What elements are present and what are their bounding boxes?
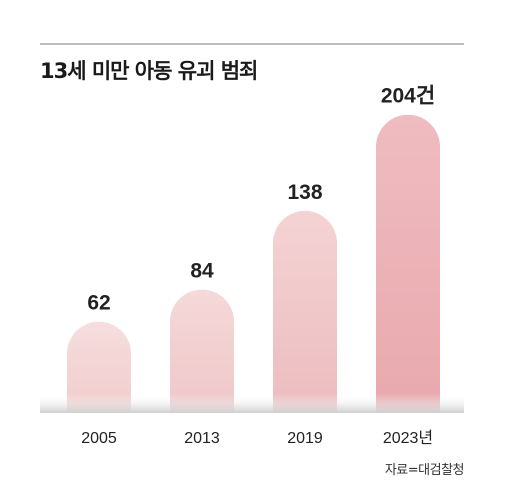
category-label-3: 2023년 xyxy=(383,429,433,447)
category-label-2: 2019 xyxy=(287,430,323,447)
top-rule xyxy=(40,43,464,45)
value-label-0: 62 xyxy=(87,292,110,315)
value-label-3: 204건 xyxy=(381,85,435,108)
bar-0 xyxy=(67,321,131,412)
source-note: 자료=대검찰청 xyxy=(384,463,465,478)
value-label-1: 84 xyxy=(190,260,214,283)
baseline-shadow xyxy=(40,394,464,413)
chart-title: 13세 미만 아동 유괴 범죄 xyxy=(40,59,258,83)
bar-1 xyxy=(170,289,234,412)
bar-2 xyxy=(273,210,337,412)
category-label-1: 2013 xyxy=(184,430,220,447)
category-label-0: 2005 xyxy=(81,430,117,447)
value-label-2: 138 xyxy=(287,181,322,204)
bar-3 xyxy=(376,114,440,412)
